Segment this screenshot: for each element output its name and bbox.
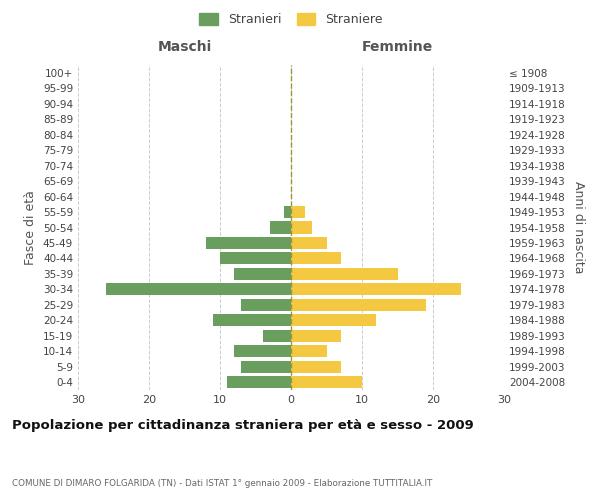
Bar [291,330,341,342]
Text: Femmine: Femmine [362,40,433,54]
Bar [291,252,341,264]
Bar [270,222,291,234]
Bar [291,299,426,311]
Bar [234,268,291,280]
Text: Maschi: Maschi [157,40,212,54]
Bar [106,284,291,296]
Bar [291,346,326,358]
Bar [291,284,461,296]
Bar [241,361,291,373]
Y-axis label: Anni di nascita: Anni di nascita [572,181,585,274]
Bar [291,268,398,280]
Bar [227,376,291,388]
Bar [206,237,291,249]
Bar [241,299,291,311]
Bar [291,361,341,373]
Y-axis label: Fasce di età: Fasce di età [25,190,37,265]
Bar [220,252,291,264]
Text: COMUNE DI DIMARO FOLGARIDA (TN) - Dati ISTAT 1° gennaio 2009 - Elaborazione TUTT: COMUNE DI DIMARO FOLGARIDA (TN) - Dati I… [12,478,433,488]
Bar [234,346,291,358]
Bar [291,222,313,234]
Text: Popolazione per cittadinanza straniera per età e sesso - 2009: Popolazione per cittadinanza straniera p… [12,420,474,432]
Bar [284,206,291,218]
Bar [291,376,362,388]
Bar [291,237,326,249]
Bar [291,314,376,326]
Bar [291,206,305,218]
Bar [213,314,291,326]
Legend: Stranieri, Straniere: Stranieri, Straniere [196,10,386,30]
Bar [263,330,291,342]
